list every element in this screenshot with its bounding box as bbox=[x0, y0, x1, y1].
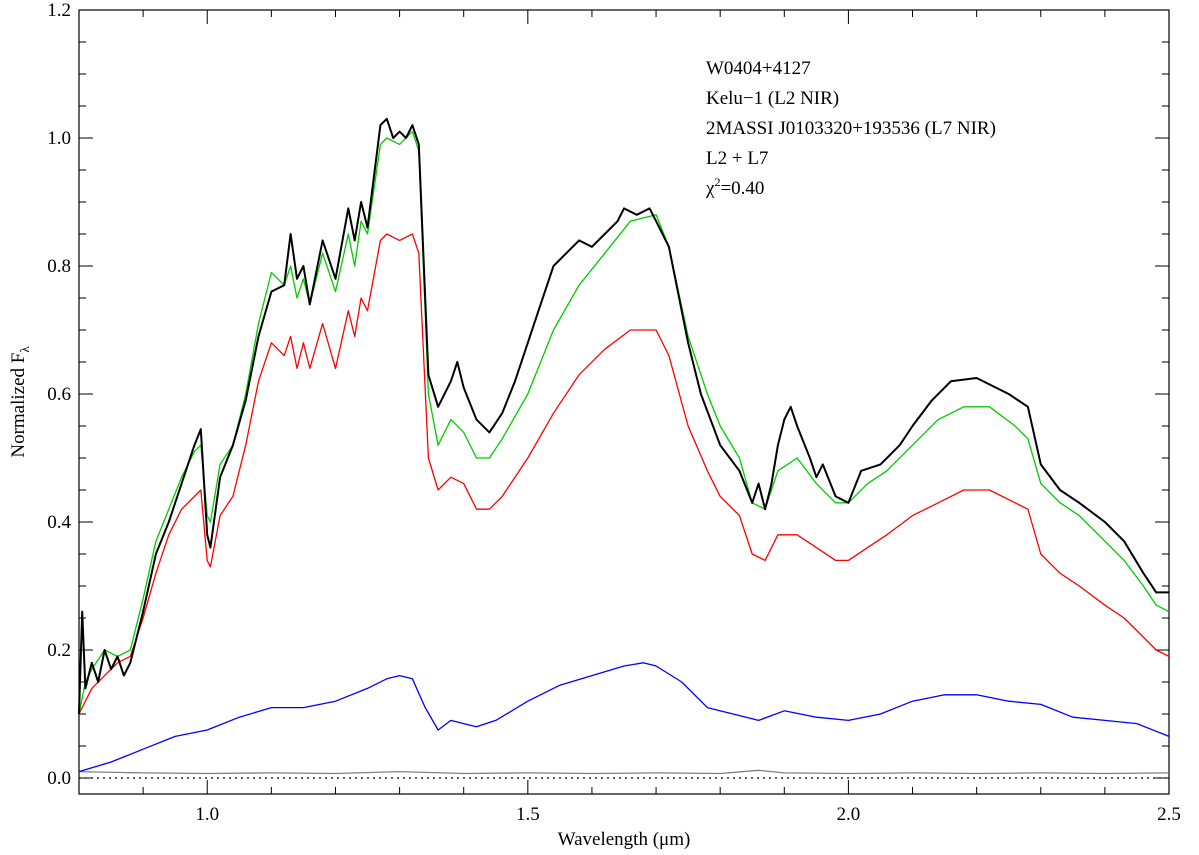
l7-template-line bbox=[78, 662, 1170, 773]
chi-value: =0.40 bbox=[720, 178, 764, 199]
y-tick-label: 0.4 bbox=[47, 512, 71, 533]
x-axis-title: Wavelength (μm) bbox=[558, 829, 691, 850]
legend: W0404+4127 Kelu−1 (L2 NIR) 2MASSI J01033… bbox=[705, 58, 996, 199]
y-axis-title-subscript: λ bbox=[17, 346, 32, 353]
plot-frame bbox=[78, 9, 1170, 795]
tick-labels: 1.0 1.5 2.0 2.5 0.0 0.2 0.4 0.6 0.8 1.0 1.2 bbox=[47, 0, 1181, 825]
y-tick-label: 0.2 bbox=[47, 640, 71, 661]
legend-entry-2: 2MASSI J0103320+193536 (L7 NIR) bbox=[706, 118, 996, 139]
legend-entry-3: L2 + L7 bbox=[706, 148, 768, 169]
residual-line bbox=[78, 769, 1170, 775]
chi-superscript: 2 bbox=[714, 175, 720, 189]
x-tick-label: 2.5 bbox=[1157, 804, 1181, 825]
y-tick-label: 0.6 bbox=[47, 384, 71, 405]
composite-fit-line bbox=[78, 130, 1170, 715]
w0404-spectrum-line bbox=[78, 117, 1169, 715]
legend-entry-1: Kelu−1 (L2 NIR) bbox=[706, 88, 839, 109]
y-axis-title-main: Normalized F bbox=[8, 353, 29, 458]
legend-entry-0: W0404+4127 bbox=[706, 58, 811, 79]
x-tick-label: 2.0 bbox=[837, 804, 861, 825]
y-tick-label: 1.0 bbox=[47, 128, 71, 149]
y-tick-label: 1.2 bbox=[47, 0, 71, 21]
y-tick-label: 0.8 bbox=[47, 256, 71, 277]
kelu1-template-line bbox=[78, 233, 1170, 715]
chi-symbol: χ bbox=[705, 178, 715, 199]
x-tick-label: 1.5 bbox=[516, 804, 540, 825]
y-tick-label: 0.0 bbox=[47, 768, 71, 789]
series-layer bbox=[78, 117, 1170, 779]
x-tick-label: 1.0 bbox=[195, 804, 219, 825]
legend-chi-squared: χ2=0.40 bbox=[705, 175, 764, 199]
y-axis-title: Normalized Fλ bbox=[8, 346, 32, 458]
axis-ticks bbox=[78, 9, 1170, 794]
